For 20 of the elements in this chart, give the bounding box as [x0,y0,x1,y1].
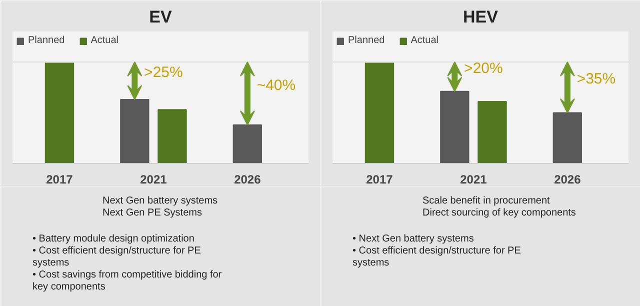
x-tick-label: 2017 [366,172,394,186]
text: Scale benefit in procurement Direct sourcing of key components [422,196,576,218]
legend-label: Planned [28,35,65,46]
text: • Battery module design optimization • Cost efficient design/structure for PE systems • Cost savings from competitive bidding for key components [32,234,222,292]
text: • Next Gen battery systems • Cost efficient design/structure for PE systems [352,234,522,268]
annotation: >35% [576,70,616,88]
x-tick-label: 2021 [140,172,168,186]
annotation: >25% [144,64,183,82]
x-tick-label: 2017 [46,172,74,186]
x-tick-label: 2026 [554,172,582,186]
legend-label: Actual [410,35,438,46]
chart-title: EV [149,8,172,26]
x-tick-label: 2026 [234,172,262,186]
annotation: ~40% [256,76,296,94]
legend-label: Actual [90,35,118,46]
chart-title: HEV [463,8,499,26]
annotation: >20% [464,60,503,78]
x-tick-label: 2021 [460,172,488,186]
legend-label: Planned [348,35,385,46]
text: Next Gen battery systems Next Gen PE Systems [102,196,218,218]
